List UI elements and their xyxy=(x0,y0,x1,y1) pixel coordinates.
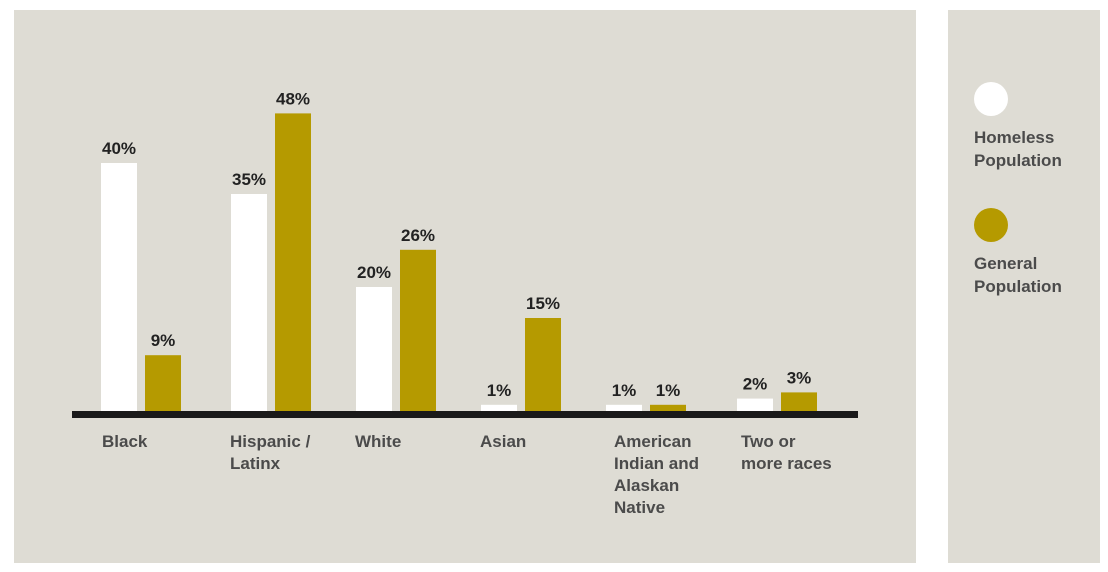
category-label-asian: Asian xyxy=(480,432,527,451)
value-label-general-american-indian-and-alaskan-native: 1% xyxy=(656,381,681,400)
value-label-homeless-two-or-more-races: 2% xyxy=(743,375,768,394)
legend-swatch-general xyxy=(974,208,1008,242)
value-label-homeless-black: 40% xyxy=(102,139,136,158)
bar-general-american-indian-and-alaskan-native xyxy=(650,404,686,411)
bar-homeless-black xyxy=(101,163,137,411)
category-label-black: Black xyxy=(102,432,148,451)
bar-general-white xyxy=(400,249,436,411)
value-label-general-black: 9% xyxy=(151,331,176,350)
value-label-general-two-or-more-races: 3% xyxy=(787,368,812,387)
bar-general-asian xyxy=(525,318,561,411)
chart-panel: 40% 35% 20% 1% 1% 2% 9% 48% 26% 15% 1% 3% Black His… xyxy=(14,10,916,563)
bar-homeless-two-or-more-races xyxy=(737,398,773,411)
legend-swatch-homeless xyxy=(974,82,1008,116)
legend-item-homeless: Homeless Population xyxy=(974,82,1094,172)
bar-general-black xyxy=(145,355,181,411)
value-label-general-asian: 15% xyxy=(526,294,560,313)
category-label-white: White xyxy=(355,432,402,451)
category-label-american-indian-alaskan-native: American Indian and Alaskan Native xyxy=(614,432,699,517)
value-label-homeless-hispanic-latinx: 35% xyxy=(232,170,266,189)
value-label-general-white: 26% xyxy=(401,226,435,245)
x-axis-baseline xyxy=(72,411,858,418)
bar-homeless-american-indian-and-alaskan-native xyxy=(606,404,642,411)
legend-item-general: General Population xyxy=(974,208,1094,298)
category-label-two-or-more-races: Two or more races xyxy=(741,432,832,473)
legend-label-homeless: Homeless Population xyxy=(974,128,1062,170)
bar-general-two-or-more-races xyxy=(781,392,817,411)
bar-homeless-asian xyxy=(481,404,517,411)
value-label-homeless-asian: 1% xyxy=(487,381,512,400)
bar-general-hispanic-latinx xyxy=(275,113,311,412)
value-label-general-hispanic-latinx: 48% xyxy=(276,89,310,108)
bar-chart: 40% 35% 20% 1% 1% 2% 9% 48% 26% 15% 1% 3% xyxy=(72,89,858,418)
category-label-hispanic-latinx: Hispanic / Latinx xyxy=(230,432,311,473)
value-label-homeless-white: 20% xyxy=(357,263,391,282)
bar-homeless-white xyxy=(356,287,392,411)
bar-homeless-hispanic-latinx xyxy=(231,194,267,411)
legend-panel: Homeless Population General Population xyxy=(948,10,1100,563)
value-label-homeless-american-indian-and-alaskan-native: 1% xyxy=(612,381,637,400)
legend-label-general: General Population xyxy=(974,254,1062,296)
